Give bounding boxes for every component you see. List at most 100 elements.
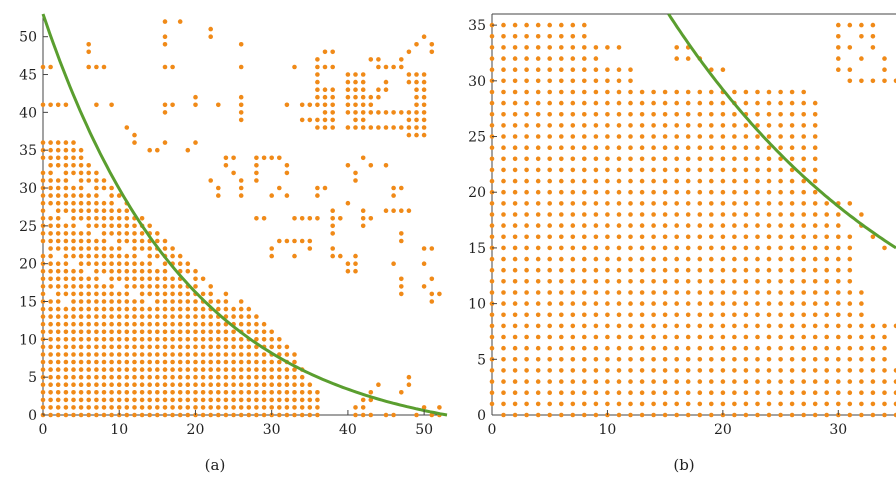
data-point	[399, 284, 404, 289]
data-point	[616, 223, 622, 228]
data-point	[882, 357, 887, 362]
data-point	[743, 178, 749, 184]
data-point	[86, 344, 91, 350]
data-point	[155, 321, 160, 327]
data-point	[501, 201, 506, 206]
data-point	[547, 267, 552, 273]
data-point	[40, 397, 46, 403]
data-point	[535, 412, 541, 418]
data-point	[709, 212, 714, 217]
data-point	[254, 329, 259, 335]
data-point	[789, 156, 795, 162]
data-point	[651, 112, 656, 117]
data-point	[605, 267, 610, 273]
data-point	[651, 256, 656, 262]
data-point	[254, 397, 259, 403]
data-point	[116, 231, 122, 236]
data-point	[639, 368, 645, 373]
data-point	[399, 125, 404, 130]
data-point	[743, 368, 749, 373]
data-point	[778, 212, 783, 217]
data-point	[139, 314, 145, 319]
data-point	[836, 390, 841, 396]
data-point	[55, 337, 61, 342]
data-point	[116, 321, 122, 327]
data-point	[101, 223, 107, 229]
data-point	[101, 284, 107, 289]
data-point	[162, 344, 168, 350]
data-point	[78, 261, 84, 267]
data-point	[766, 212, 772, 217]
data-point	[139, 216, 145, 221]
data-point	[616, 134, 622, 139]
data-point	[812, 245, 818, 251]
data-point	[559, 134, 564, 139]
data-point	[709, 301, 714, 306]
data-point	[697, 345, 703, 351]
data-point	[824, 212, 829, 217]
data-point	[535, 22, 541, 28]
data-point	[162, 284, 168, 289]
data-point	[55, 147, 61, 153]
data-point	[720, 234, 726, 240]
data-point	[501, 312, 506, 318]
data-point	[421, 72, 427, 77]
data-point	[582, 368, 587, 373]
data-point	[139, 268, 145, 274]
data-point	[559, 34, 564, 39]
data-point	[501, 56, 506, 61]
data-point	[421, 94, 427, 100]
data-point	[812, 323, 818, 329]
data-point	[124, 314, 130, 319]
data-point	[116, 208, 122, 213]
point-cloud-b	[489, 22, 896, 418]
data-point	[489, 123, 495, 128]
data-point	[299, 412, 305, 418]
data-point	[177, 374, 183, 380]
data-point	[824, 201, 829, 206]
data-point	[94, 359, 99, 365]
data-point	[254, 163, 259, 168]
data-point	[501, 22, 506, 28]
data-point	[801, 201, 806, 206]
data-point	[524, 201, 529, 206]
data-point	[535, 112, 541, 117]
data-point	[162, 314, 168, 319]
data-point	[307, 246, 313, 251]
data-point	[86, 299, 91, 304]
data-point	[709, 178, 714, 184]
data-point	[801, 334, 806, 340]
data-point	[766, 178, 772, 184]
data-point	[570, 312, 576, 318]
data-point	[254, 359, 259, 365]
data-point	[269, 329, 275, 335]
data-point	[778, 334, 783, 340]
data-point	[86, 367, 91, 372]
data-point	[48, 382, 53, 388]
data-point	[501, 89, 506, 95]
data-point	[71, 321, 76, 327]
data-point	[55, 261, 61, 267]
data-point	[101, 231, 107, 236]
data-point	[86, 405, 91, 410]
data-point	[605, 390, 610, 396]
data-point	[406, 72, 412, 77]
data-point	[685, 401, 691, 407]
data-point	[231, 344, 236, 350]
data-point	[801, 234, 806, 240]
data-point	[254, 374, 259, 380]
data-point	[48, 231, 53, 236]
data-point	[124, 390, 130, 395]
data-point	[208, 321, 213, 327]
data-point	[139, 412, 145, 418]
data-point	[185, 352, 191, 357]
data-point	[697, 267, 703, 273]
data-point	[605, 156, 610, 162]
data-point	[193, 102, 198, 108]
data-point	[94, 223, 99, 229]
data-point	[582, 212, 587, 217]
data-point	[512, 290, 518, 295]
data-point	[94, 253, 99, 259]
data-point	[269, 359, 275, 365]
data-point	[322, 49, 328, 55]
